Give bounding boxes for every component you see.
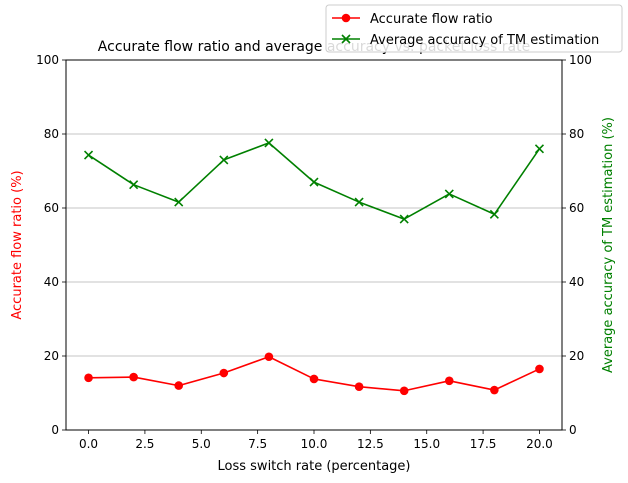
series-layer: [83, 138, 545, 396]
data-point-accurate-flow-ratio: [219, 368, 229, 378]
right-y-tick-label: 80: [569, 127, 584, 141]
right-y-axis-ticks: 0 20 40 60 80 100: [562, 53, 592, 437]
data-point-accurate-flow-ratio: [264, 352, 274, 362]
right-y-tick-label: 60: [569, 201, 584, 215]
left-y-axis-label: Accurate flow ratio (%): [10, 170, 25, 319]
legend: Accurate flow ratio Average accuracy of …: [325, 4, 623, 53]
x-tick-label: 20.0: [526, 437, 553, 451]
x-tick-label: 12.5: [357, 437, 384, 451]
data-point-accurate-flow-ratio: [444, 376, 454, 386]
left-y-tick-label: 100: [36, 53, 59, 67]
legend-marker-tm-accuracy: [341, 34, 351, 44]
series-tm-accuracy: [83, 138, 545, 224]
x-tick-label: 0.0: [79, 437, 98, 451]
left-y-tick-label: 40: [44, 275, 59, 289]
series-line-accurate-flow-ratio: [88, 355, 540, 392]
left-y-tick-label: 20: [44, 349, 59, 363]
left-y-axis-ticks: 0 20 40 60 80 100: [36, 53, 66, 437]
data-point-tm-accuracy: [399, 214, 409, 224]
data-point-accurate-flow-ratio: [354, 382, 364, 392]
data-point-tm-accuracy: [174, 197, 184, 207]
series-accurate-flow-ratio: [84, 352, 544, 396]
data-point-tm-accuracy: [354, 197, 364, 207]
data-point-tm-accuracy: [444, 189, 454, 199]
data-point-tm-accuracy: [83, 150, 94, 160]
right-y-axis-label: Average accuracy of TM estimation (%): [601, 117, 616, 373]
x-tick-label: 10.0: [301, 437, 328, 451]
x-tick-label: 5.0: [192, 437, 211, 451]
data-point-accurate-flow-ratio: [129, 372, 138, 382]
left-y-tick-label: 80: [44, 127, 59, 141]
x-tick-label: 17.5: [470, 437, 497, 451]
right-y-tick-label: 100: [569, 53, 592, 67]
data-point-tm-accuracy: [219, 155, 229, 165]
data-point-accurate-flow-ratio: [490, 385, 499, 395]
data-point-tm-accuracy: [129, 180, 139, 190]
grid-lines: [66, 133, 562, 357]
data-point-tm-accuracy: [264, 138, 274, 148]
data-point-accurate-flow-ratio: [535, 364, 544, 374]
x-axis-ticks: 0.0 2.5 5.0 7.5 10.0 12.5 15.0 17.5 20.0: [79, 430, 553, 451]
data-point-tm-accuracy: [309, 177, 319, 187]
x-axis-label: Loss switch rate (percentage): [218, 459, 411, 474]
x-tick-label: 7.5: [248, 437, 267, 451]
data-point-tm-accuracy: [489, 209, 499, 219]
left-y-tick-label: 0: [51, 423, 59, 437]
legend-label-accurate-flow-ratio: Accurate flow ratio: [370, 12, 493, 27]
data-point-tm-accuracy: [534, 144, 545, 154]
data-point-accurate-flow-ratio: [399, 386, 409, 396]
plot-frame: [65, 59, 563, 431]
left-y-tick-label: 60: [44, 201, 59, 215]
legend-label-tm-accuracy: Average accuracy of TM estimation: [370, 33, 599, 48]
right-y-tick-label: 0: [569, 423, 577, 437]
data-point-accurate-flow-ratio: [309, 374, 319, 384]
legend-marker-accurate-flow-ratio: [341, 13, 351, 23]
right-y-tick-label: 20: [569, 349, 584, 363]
data-point-accurate-flow-ratio: [84, 373, 93, 383]
x-tick-label: 15.0: [413, 437, 440, 451]
data-point-accurate-flow-ratio: [174, 381, 184, 390]
right-y-tick-label: 40: [569, 275, 584, 289]
x-tick-label: 2.5: [135, 437, 154, 451]
legend-frame: [325, 4, 623, 53]
